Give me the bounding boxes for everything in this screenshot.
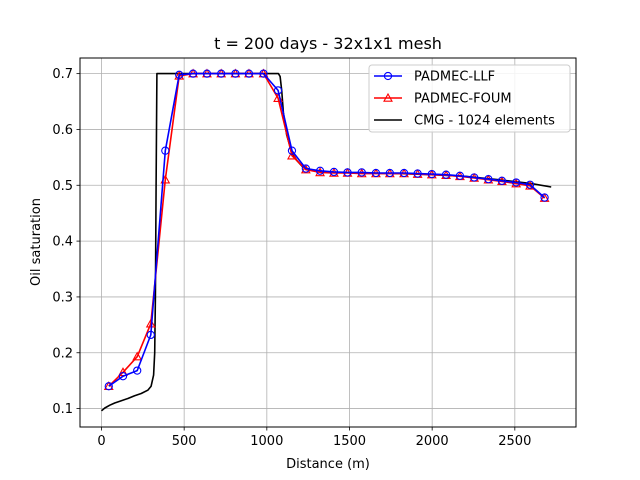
data-point bbox=[315, 166, 325, 175]
data-point bbox=[357, 168, 366, 177]
data-point bbox=[104, 382, 113, 391]
data-point bbox=[217, 69, 226, 78]
legend-label: CMG - 1024 elements bbox=[414, 114, 555, 129]
legend-box bbox=[368, 64, 571, 133]
data-point bbox=[132, 351, 143, 361]
data-point bbox=[133, 366, 142, 375]
data-point bbox=[146, 330, 155, 340]
x-tick-label: 500 bbox=[172, 434, 197, 449]
data-point bbox=[343, 168, 352, 177]
data-point bbox=[511, 178, 521, 187]
chart-title: t = 200 days - 32x1x1 mesh bbox=[214, 34, 442, 53]
data-point bbox=[497, 176, 507, 185]
data-point bbox=[484, 174, 493, 184]
data-point bbox=[287, 150, 297, 160]
data-point bbox=[259, 69, 268, 78]
data-point bbox=[161, 146, 170, 155]
ticks: 0 500 1000 1500 2000 2500 0.1 0.2 0.3 0.4 0.5 0.6 0.… bbox=[52, 67, 531, 449]
y-tick-label: 0.5 bbox=[52, 179, 73, 194]
y-tick-label: 0.4 bbox=[52, 235, 73, 250]
data-point bbox=[231, 69, 240, 78]
plot-frame bbox=[79, 57, 577, 428]
series-line-padmec-llf bbox=[108, 72, 546, 387]
data-point bbox=[385, 168, 394, 178]
data-point bbox=[273, 86, 283, 95]
x-tick-label: 1000 bbox=[250, 434, 283, 449]
x-tick-label: 1500 bbox=[333, 434, 366, 449]
legend-item: PADMEC-LLF bbox=[374, 70, 495, 85]
legend-label: PADMEC-LLF bbox=[414, 70, 495, 85]
data-point bbox=[287, 146, 297, 155]
legend-label: PADMEC-FOUM bbox=[414, 92, 512, 107]
legend-item: PADMEC-FOUM bbox=[374, 92, 512, 107]
y-axis-label: Oil saturation bbox=[29, 198, 44, 286]
data-point bbox=[525, 180, 535, 189]
y-tick-label: 0.2 bbox=[52, 346, 73, 361]
data-point bbox=[455, 171, 465, 180]
y-tick-label: 0.7 bbox=[52, 67, 73, 82]
series-padmec-llf bbox=[104, 69, 549, 391]
data-point bbox=[371, 168, 381, 178]
data-point bbox=[427, 169, 436, 179]
y-tick-label: 0.6 bbox=[52, 123, 73, 138]
x-tick-label: 2500 bbox=[498, 434, 531, 449]
data-point bbox=[540, 193, 549, 202]
y-tick-label: 0.3 bbox=[52, 290, 73, 305]
data-point bbox=[118, 372, 128, 381]
legend-marker bbox=[383, 71, 393, 81]
y-tick-label: 0.1 bbox=[52, 402, 73, 417]
legend-item: CMG - 1024 elements bbox=[374, 114, 555, 129]
data-point bbox=[188, 69, 198, 78]
data-point bbox=[301, 164, 310, 173]
data-point bbox=[413, 169, 422, 178]
x-axis-label: Distance (m) bbox=[286, 457, 370, 472]
data-point bbox=[315, 167, 325, 177]
x-tick-label: 2000 bbox=[416, 434, 449, 449]
data-point bbox=[470, 173, 479, 182]
data-point bbox=[329, 167, 339, 177]
x-tick-label: 0 bbox=[97, 434, 105, 449]
legend: PADMEC-LLF PADMEC-FOUM CMG - 1024 elements bbox=[368, 64, 571, 133]
data-point bbox=[244, 69, 254, 78]
data-point bbox=[202, 69, 212, 78]
series-layer bbox=[100, 68, 552, 412]
data-point bbox=[441, 170, 451, 179]
legend-marker bbox=[383, 92, 393, 102]
data-point bbox=[399, 168, 409, 178]
data-point bbox=[175, 70, 184, 79]
